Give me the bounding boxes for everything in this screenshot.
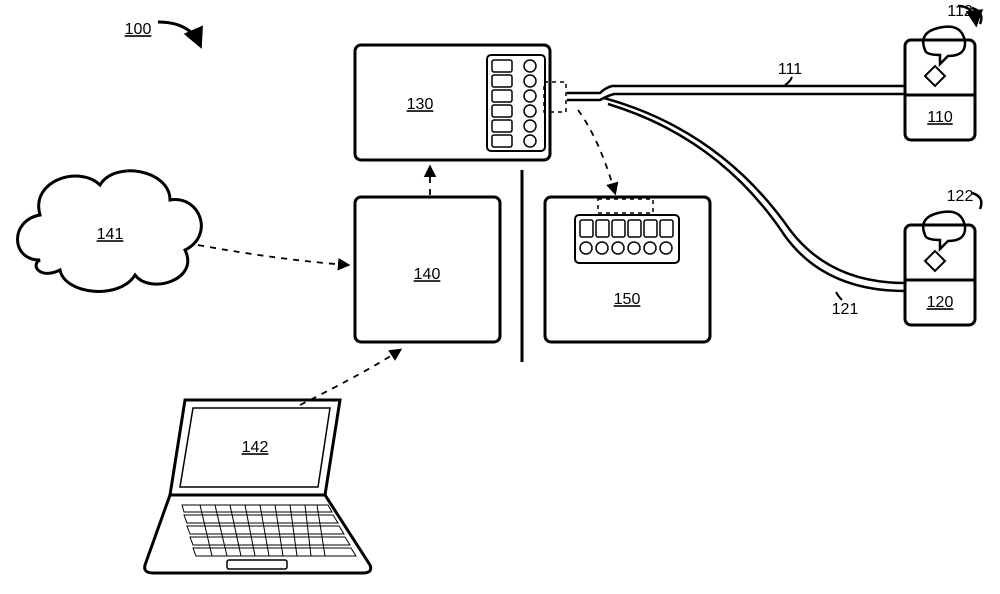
label-121: 121 xyxy=(832,301,859,318)
label-130: 130 xyxy=(407,96,434,113)
box-150: 150 xyxy=(545,197,710,342)
device-120: 120 122 xyxy=(905,188,981,325)
label-122: 122 xyxy=(947,188,974,205)
device-110: 110 112 xyxy=(905,3,981,140)
cable-121: 121 xyxy=(604,98,905,318)
box-130: 130 xyxy=(355,45,566,160)
label-141: 141 xyxy=(97,226,124,243)
label-111: 111 xyxy=(778,61,802,78)
label-150: 150 xyxy=(614,291,641,308)
system-label: 100 xyxy=(125,21,200,45)
label-140: 140 xyxy=(414,266,441,283)
diagram-canvas: 100 130 140 150 xyxy=(0,0,1000,594)
cable-111: 111 xyxy=(567,61,905,100)
label-120: 120 xyxy=(927,294,954,311)
box-140: 140 xyxy=(355,197,500,342)
label-100: 100 xyxy=(125,21,152,38)
cloud-141: 141 xyxy=(18,171,202,292)
dashed-arrows xyxy=(198,110,615,405)
label-110: 110 xyxy=(927,109,953,126)
label-142: 142 xyxy=(242,439,269,456)
laptop-142: 142 xyxy=(145,400,371,573)
